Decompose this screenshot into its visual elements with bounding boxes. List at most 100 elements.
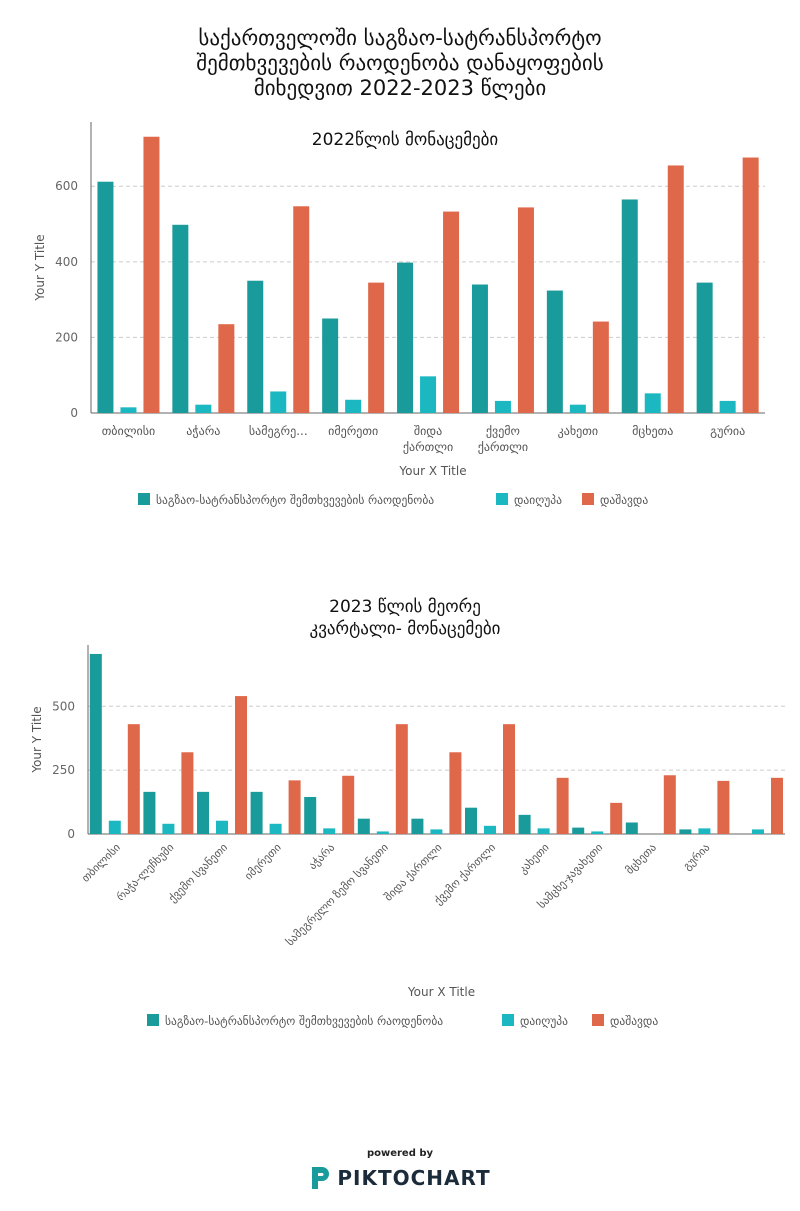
bar xyxy=(698,828,711,834)
y-tick-label: 0 xyxy=(70,406,78,420)
x-axis-title: Your X Title xyxy=(407,985,475,999)
bar xyxy=(517,207,534,413)
x-tick-label: სამეგრელო ზემო სვანეთი xyxy=(283,841,391,949)
bar xyxy=(395,724,408,834)
bar xyxy=(621,199,638,413)
bar xyxy=(644,393,661,413)
bar xyxy=(108,820,121,834)
x-tick-label: ქვემო xyxy=(486,424,520,438)
bar xyxy=(717,780,730,834)
x-axis-title: Your X Title xyxy=(398,464,466,478)
x-tick-label: აჭარა xyxy=(306,841,338,873)
bar xyxy=(235,696,247,834)
bar xyxy=(216,820,228,834)
bar xyxy=(368,282,385,413)
bar xyxy=(97,181,114,413)
legend-swatch xyxy=(147,1014,159,1026)
legend-label: დაიღუპა xyxy=(514,493,562,507)
page-title-line: საქართველოში საგზაო-სატრანსპორტო xyxy=(198,26,602,50)
piktochart-logo-icon xyxy=(312,1167,330,1189)
bar xyxy=(143,136,160,414)
y-axis-title: Your Y Title xyxy=(30,706,44,773)
x-tick-label: შიდა xyxy=(414,424,442,438)
bar xyxy=(342,775,355,834)
legend-label: დაშავდა xyxy=(610,1014,658,1028)
bar xyxy=(420,376,437,413)
bar xyxy=(411,818,424,834)
x-tick-label: თბილისი xyxy=(102,424,156,438)
bar xyxy=(162,823,175,834)
y-axis-title: Your Y Title xyxy=(33,234,47,301)
x-tick-label: კახეთი xyxy=(558,424,598,438)
page-title: საქართველოში საგზაო-სატრანსპორტო შემთხვე… xyxy=(0,26,800,101)
bar xyxy=(181,752,194,834)
bar xyxy=(197,791,209,834)
brand-name: PIKTOCHART xyxy=(337,1166,491,1190)
bar xyxy=(569,404,586,413)
bar xyxy=(449,752,462,834)
bar xyxy=(247,280,264,413)
bar xyxy=(484,825,496,834)
chart-1: 2022წლის მონაცემები 0 200 400 600 თბილისი აჭარ… xyxy=(33,122,765,507)
x-tick-label: ქართლი xyxy=(403,440,453,454)
page-title-line: შემთხვევების რაოდენობა დანაყოფების xyxy=(196,51,604,75)
bar xyxy=(518,814,531,834)
bar xyxy=(742,157,759,413)
bar xyxy=(293,206,310,413)
bar xyxy=(719,400,736,413)
bar xyxy=(546,290,563,413)
x-tick-label: ქართლი xyxy=(478,440,528,454)
bar xyxy=(591,831,604,834)
bar xyxy=(323,828,336,834)
bar xyxy=(89,653,102,834)
x-tick-label: იმერეთი xyxy=(328,424,378,438)
x-tick-label: იმერეთი xyxy=(242,841,284,883)
powered-by-label: powered by xyxy=(366,1148,434,1159)
y-tick-label: 0 xyxy=(67,827,75,841)
bar xyxy=(625,822,638,834)
x-tick-label: სამეგრე... xyxy=(249,424,308,438)
legend-label: დაიღუპა xyxy=(520,1014,568,1028)
bar xyxy=(127,724,140,834)
bar xyxy=(250,791,263,834)
y-tick-label: 400 xyxy=(55,255,78,269)
bar xyxy=(679,829,692,834)
bar xyxy=(752,829,764,834)
bar xyxy=(471,284,488,413)
y-tick-label: 500 xyxy=(52,699,75,713)
bar xyxy=(288,780,301,834)
bar xyxy=(357,818,370,834)
bar xyxy=(218,324,235,413)
chart-title: კვარტალი- მონაცემები xyxy=(310,619,501,639)
bar xyxy=(537,828,550,834)
legend-label: დაშავდა xyxy=(600,493,648,507)
bar xyxy=(430,829,443,834)
bar xyxy=(663,775,676,834)
bar xyxy=(304,796,317,834)
bar xyxy=(610,802,623,834)
bar xyxy=(443,211,460,413)
legend-swatch xyxy=(138,493,150,505)
legend-swatch xyxy=(582,493,594,505)
y-tick-label: 600 xyxy=(55,179,78,193)
legend-label: საგზაო-სატრანსპორტო შემთხვევების რაოდენო… xyxy=(156,493,434,507)
x-tick-label: გურია xyxy=(681,841,713,873)
bar xyxy=(345,399,362,413)
legend-swatch xyxy=(502,1014,514,1026)
brand-logo[interactable]: PIKTOCHART xyxy=(0,1165,800,1191)
bar xyxy=(556,777,569,834)
legend-swatch xyxy=(496,493,508,505)
x-tick-label: მცხეთა xyxy=(623,841,659,877)
x-tick-label: აჭარა xyxy=(186,424,220,438)
bar xyxy=(494,400,511,413)
x-tick-label: გურია xyxy=(710,424,745,438)
bar xyxy=(172,224,189,413)
bar xyxy=(667,165,684,413)
bar xyxy=(696,282,713,413)
bar xyxy=(322,318,339,413)
page-title-line: მიხედვით 2022-2023 წლები xyxy=(253,76,547,100)
bar xyxy=(572,827,585,834)
x-tick-label: კახეთი xyxy=(516,841,552,877)
